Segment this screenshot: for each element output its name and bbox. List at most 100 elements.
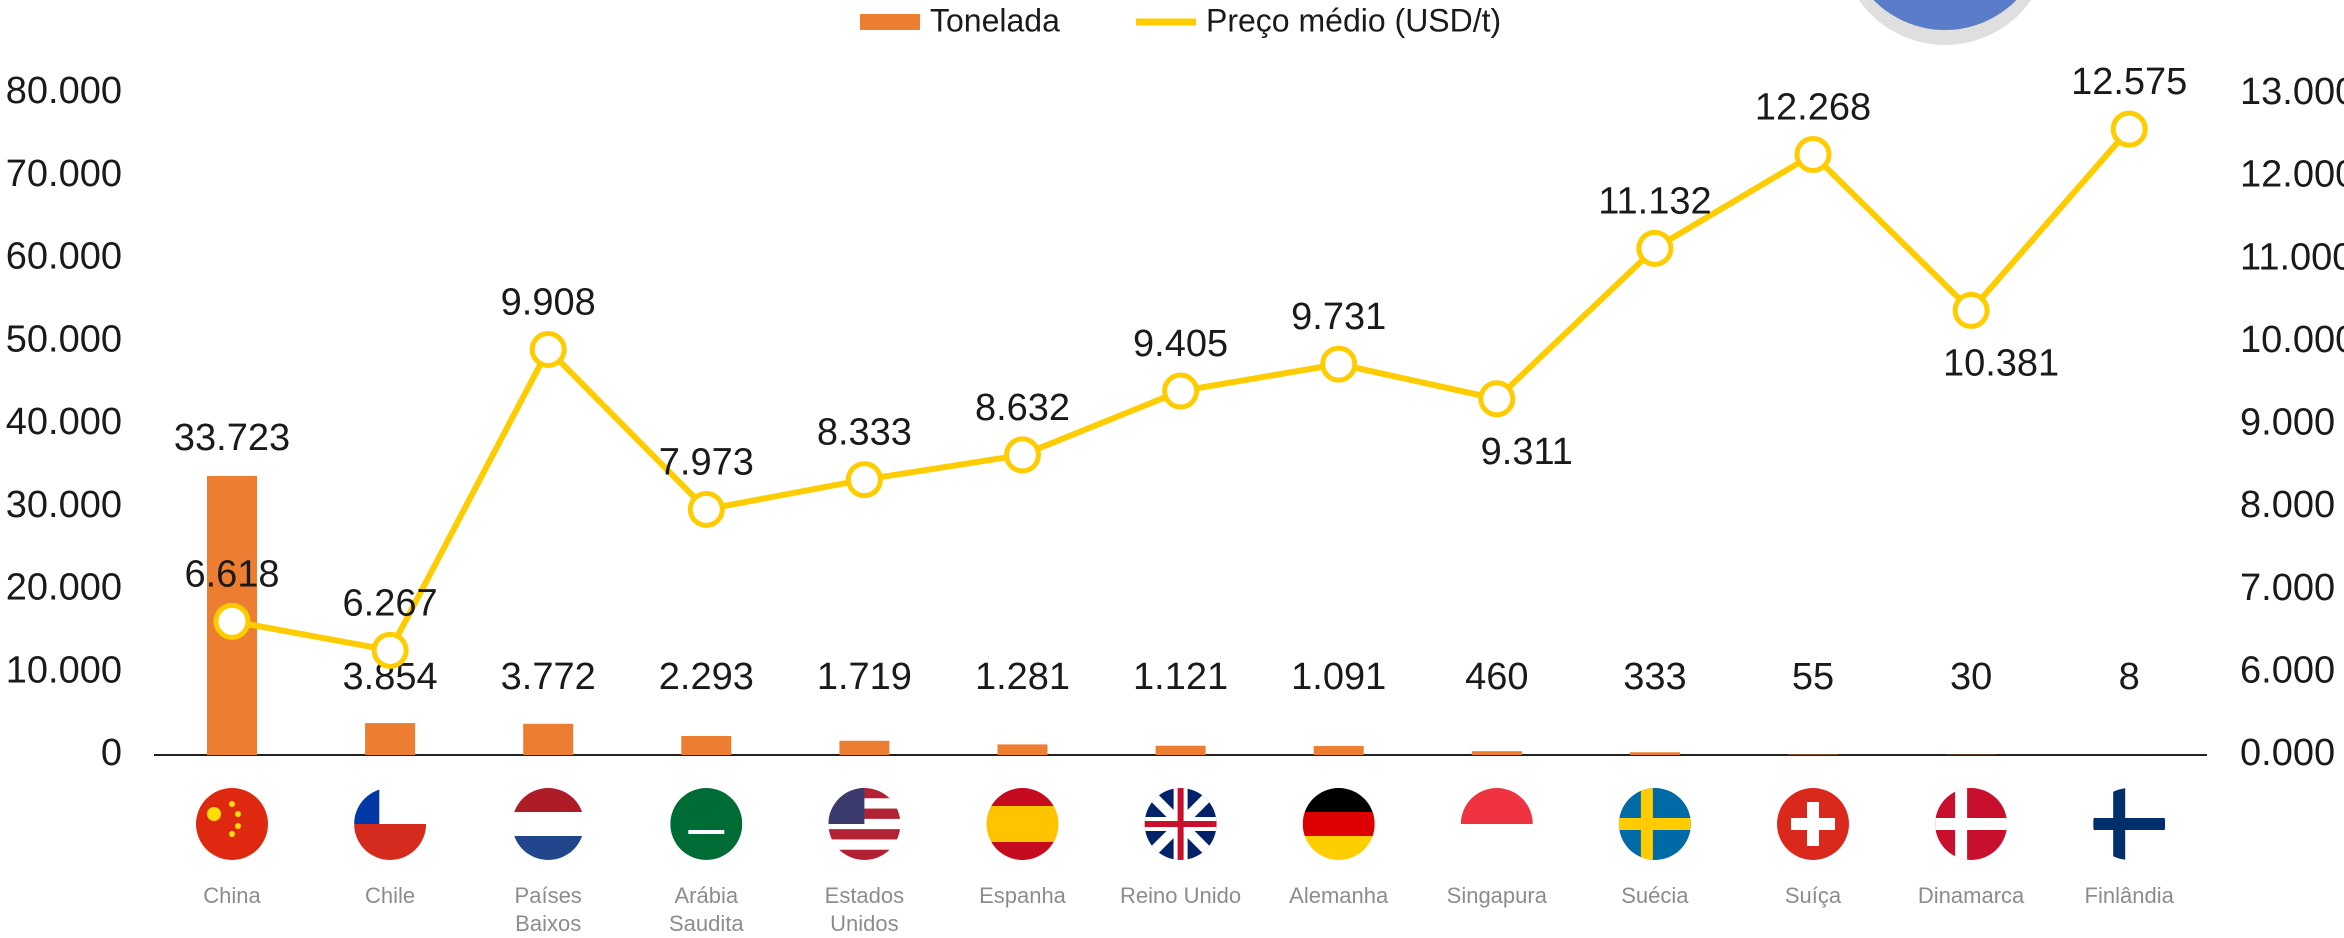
flag-canton xyxy=(354,788,379,824)
flag-detail xyxy=(229,801,235,807)
x-tick-label: Reino Unido xyxy=(1116,882,1246,910)
flag xyxy=(196,788,268,861)
data-label: 8.333 xyxy=(817,412,912,454)
flag-stripe xyxy=(1461,788,1533,825)
flag-stripe xyxy=(512,836,584,861)
flag-stripe xyxy=(1303,836,1375,861)
y-tick-label: 30.000 xyxy=(6,484,122,526)
data-label: 55 xyxy=(1792,656,1834,698)
data-label: 1.091 xyxy=(1291,656,1386,698)
y-tick-label: 20.000 xyxy=(6,567,122,609)
data-label: 6.267 xyxy=(343,582,438,624)
flag-stripe xyxy=(1303,812,1375,837)
bar xyxy=(681,736,731,755)
data-label: 12.575 xyxy=(2071,61,2187,103)
flag-detail xyxy=(229,831,235,837)
data-label: 33.723 xyxy=(174,417,290,459)
flag xyxy=(512,788,584,861)
bar xyxy=(523,724,573,755)
bar xyxy=(365,723,415,755)
decoration xyxy=(1840,0,2050,45)
bar xyxy=(1156,746,1206,755)
bar xyxy=(839,741,889,755)
flag-stripe xyxy=(196,788,268,861)
x-tick-label: Finlândia xyxy=(2064,882,2194,910)
data-label: 9.731 xyxy=(1291,296,1386,338)
flag-cross xyxy=(1791,818,1835,830)
x-tick-label: Suécia xyxy=(1590,882,1720,910)
y2-tick-label: 6.000 xyxy=(2240,649,2335,691)
point xyxy=(1323,348,1355,380)
flag xyxy=(1935,788,2007,861)
y-tick-label: 0 xyxy=(101,732,122,774)
y2-tick-label: 9.000 xyxy=(2240,402,2335,444)
bar xyxy=(998,744,1048,755)
flag-cross xyxy=(1145,821,1217,827)
data-label: 8.632 xyxy=(975,387,1070,429)
data-label: 9.908 xyxy=(501,282,596,324)
y-tick-label: 40.000 xyxy=(6,401,122,443)
flag-stripe xyxy=(670,788,742,861)
flag-stripe xyxy=(512,812,584,837)
bar xyxy=(1472,751,1522,755)
x-tick-label: Alemanha xyxy=(1274,882,1404,910)
x-tick-label: Chile xyxy=(325,882,455,910)
flag-stripe xyxy=(987,824,1059,843)
y-tick-label: 60.000 xyxy=(6,236,122,278)
data-label: 10.381 xyxy=(1943,342,2059,384)
flag-stripe xyxy=(987,842,1059,861)
flag-stripe xyxy=(828,829,900,840)
flag xyxy=(1619,788,1691,861)
flag-detail xyxy=(688,830,724,834)
point xyxy=(374,634,406,666)
flag-cross xyxy=(2093,818,2165,830)
data-label: 9.311 xyxy=(1481,431,1573,473)
x-tick-label: Dinamarca xyxy=(1906,882,2036,910)
flag xyxy=(1461,788,1533,861)
data-label: 6.618 xyxy=(184,553,279,595)
flag xyxy=(1303,788,1375,861)
data-label: 460 xyxy=(1465,656,1528,698)
point xyxy=(1955,294,1987,326)
flag-detail xyxy=(235,823,241,829)
flag-detail xyxy=(235,811,241,817)
data-label: 12.268 xyxy=(1755,87,1871,129)
data-label: 7.973 xyxy=(659,441,754,483)
x-tick-label: China xyxy=(167,882,297,910)
data-label: 3.772 xyxy=(501,656,596,698)
y-tick-label: 10.000 xyxy=(6,649,122,691)
point xyxy=(690,493,722,525)
flag-stripe xyxy=(987,806,1059,825)
flag xyxy=(987,788,1059,861)
data-label: 30 xyxy=(1950,656,1992,698)
bar xyxy=(1314,746,1364,755)
flag xyxy=(1777,788,1849,861)
y2-tick-label: 7.000 xyxy=(2240,567,2335,609)
x-tick-label: Singapura xyxy=(1432,882,1562,910)
flag-stripe xyxy=(1303,788,1375,813)
legend-label: Tonelada xyxy=(930,2,1060,38)
data-label: 1.281 xyxy=(975,656,1070,698)
x-tick-label: Arábia Saudita xyxy=(641,882,771,938)
flag-cross xyxy=(1619,818,1691,830)
point xyxy=(1481,383,1513,415)
point xyxy=(1007,439,1039,471)
point xyxy=(1165,375,1197,407)
y2-tick-label: 13.000 xyxy=(2240,71,2344,113)
flag xyxy=(2093,788,2165,861)
data-label: 8 xyxy=(2119,656,2140,698)
flag-stripe xyxy=(987,788,1059,807)
x-tick-label: Espanha xyxy=(958,882,1088,910)
flag-stripe xyxy=(512,788,584,813)
point xyxy=(2113,113,2145,145)
y2-tick-label: 0.000 xyxy=(2240,732,2335,774)
flag-stripe xyxy=(828,839,900,850)
flag xyxy=(828,788,900,861)
y2-tick-label: 11.000 xyxy=(2240,236,2344,278)
x-tick-label: Estados Unidos xyxy=(799,882,929,938)
flag-canton xyxy=(828,788,864,824)
point xyxy=(216,605,248,637)
y-tick-label: 80.000 xyxy=(6,70,122,112)
